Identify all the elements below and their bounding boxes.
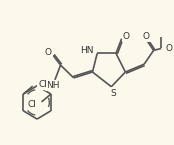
Text: O: O (45, 48, 52, 57)
Text: Cl: Cl (27, 100, 36, 109)
Text: NH: NH (46, 81, 60, 90)
Text: O: O (143, 32, 149, 41)
Text: O: O (123, 32, 130, 41)
Text: S: S (110, 89, 116, 98)
Text: Cl: Cl (38, 80, 47, 89)
Text: HN: HN (80, 46, 93, 55)
Text: O: O (166, 44, 173, 53)
